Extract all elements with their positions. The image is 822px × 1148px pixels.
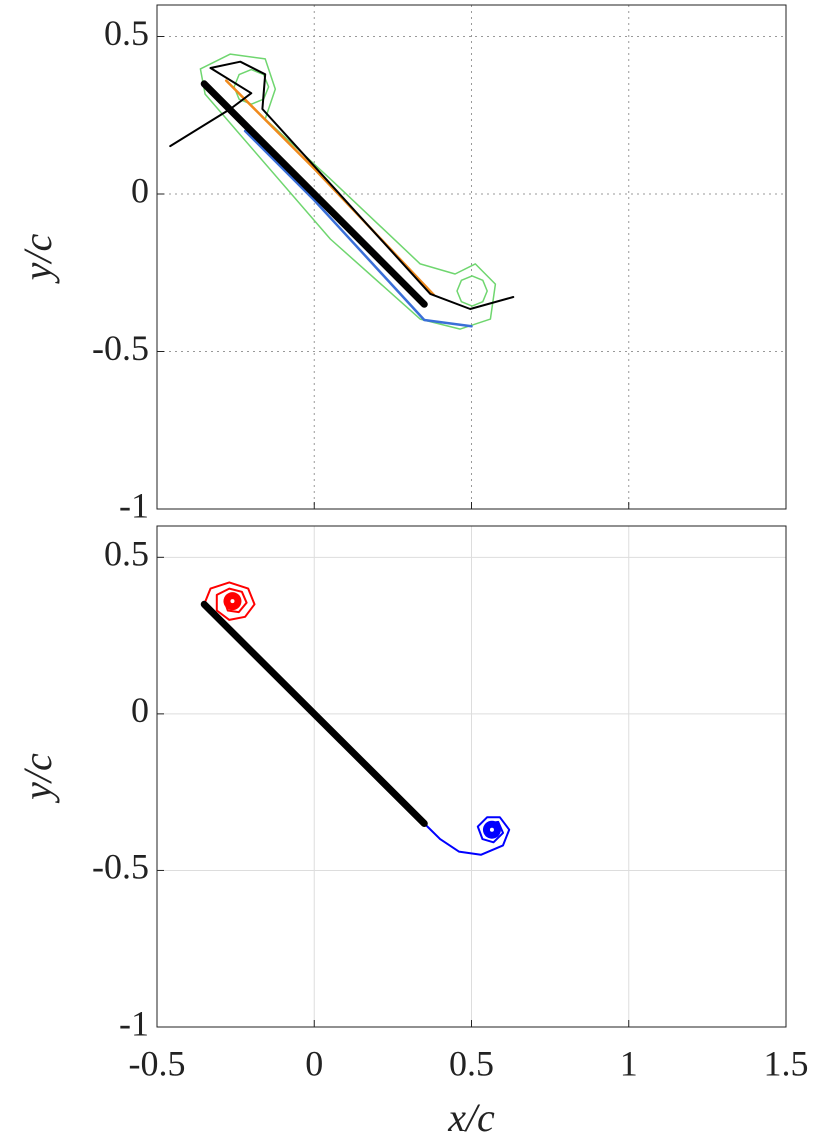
vortex-core xyxy=(230,599,235,604)
y-tick-label: -0.5 xyxy=(92,847,149,887)
y-tick-label: -1 xyxy=(119,485,149,525)
y-tick-label: -0.5 xyxy=(92,328,149,368)
y-axis-label: y/c xyxy=(15,233,60,284)
axes-box xyxy=(156,4,787,510)
y-tick-label: 0 xyxy=(131,690,149,730)
y-tick-label: 0 xyxy=(131,170,149,210)
x-axis-label: x/c xyxy=(447,1095,495,1140)
axes-box xyxy=(156,525,787,1028)
x-tick-label: 1 xyxy=(620,1043,638,1083)
y-tick-label: -1 xyxy=(119,1003,149,1043)
line xyxy=(243,129,473,328)
x-tick-label: -0.5 xyxy=(129,1043,186,1083)
line xyxy=(199,53,497,330)
line xyxy=(456,275,488,307)
y-tick-label: 0.5 xyxy=(104,13,149,53)
x-tick-label: 0 xyxy=(305,1043,323,1083)
line xyxy=(200,600,428,827)
line xyxy=(169,60,515,310)
y-axis-label: y/c xyxy=(15,753,60,804)
y-tick-label: 0.5 xyxy=(104,534,149,574)
vortex-core xyxy=(489,827,494,832)
x-tick-label: 1.5 xyxy=(764,1043,809,1083)
x-tick-label: 0.5 xyxy=(449,1043,494,1083)
line xyxy=(200,80,428,308)
